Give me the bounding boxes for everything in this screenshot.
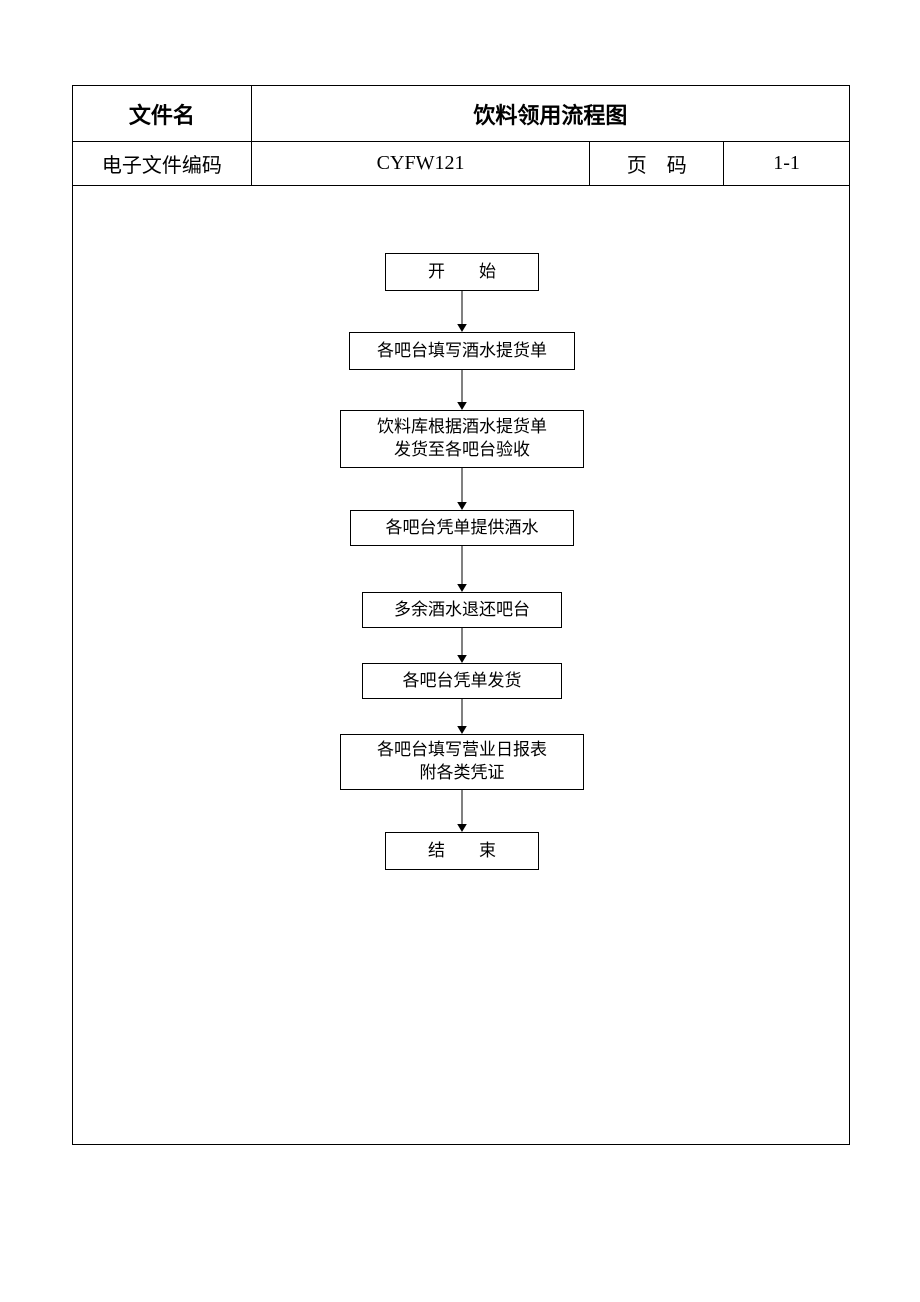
flow-node-n1: 各吧台填写酒水提货单 [349,332,575,370]
flow-arrows [0,0,920,1302]
flow-node-n4: 多余酒水退还吧台 [362,592,562,628]
flowchart-area: 开 始各吧台填写酒水提货单饮料库根据酒水提货单 发货至各吧台验收各吧台凭单提供酒… [0,0,920,1302]
flow-node-n7: 结 束 [385,832,539,870]
flow-node-n5: 各吧台凭单发货 [362,663,562,699]
flow-node-n3: 各吧台凭单提供酒水 [350,510,574,546]
flow-node-n0: 开 始 [385,253,539,291]
flow-node-n6: 各吧台填写营业日报表 附各类凭证 [340,734,584,790]
flow-node-n2: 饮料库根据酒水提货单 发货至各吧台验收 [340,410,584,468]
